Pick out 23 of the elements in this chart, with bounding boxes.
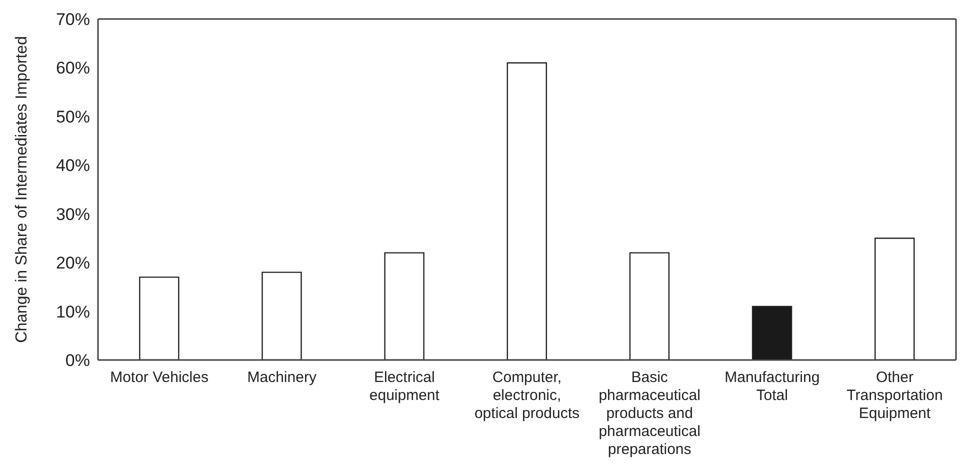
y-axis-title: Change in Share of Intermediates Imported — [14, 36, 31, 343]
bar — [506, 62, 547, 360]
y-tick-label: 50% — [56, 107, 90, 126]
y-tick-label: 60% — [56, 58, 90, 78]
x-tick-label: Computer, electronic, optical products — [474, 369, 580, 422]
bar — [384, 252, 424, 360]
y-tick-label: 20% — [56, 254, 90, 273]
x-tick-label: Other Transportation Equipment — [846, 369, 943, 422]
y-tick-label: 0% — [65, 351, 90, 370]
x-tick-label: Basic pharmaceutical products and pharmaceutical preparations — [598, 369, 700, 458]
bar — [874, 238, 915, 360]
bar — [139, 276, 180, 360]
y-tick-label: 70% — [56, 10, 90, 30]
x-tick-label: Motor Vehicles — [110, 369, 208, 386]
y-tick-label: 30% — [56, 204, 90, 224]
x-tick-label: Manufacturing Total — [724, 369, 820, 404]
bar — [629, 252, 670, 360]
y-tick-label: 10% — [56, 302, 90, 322]
y-tick-label: 40% — [56, 156, 90, 176]
bar — [262, 272, 302, 360]
bar — [752, 306, 792, 360]
x-tick-label: Machinery — [247, 369, 317, 386]
x-tick-label: Electrical equipment — [369, 369, 440, 404]
